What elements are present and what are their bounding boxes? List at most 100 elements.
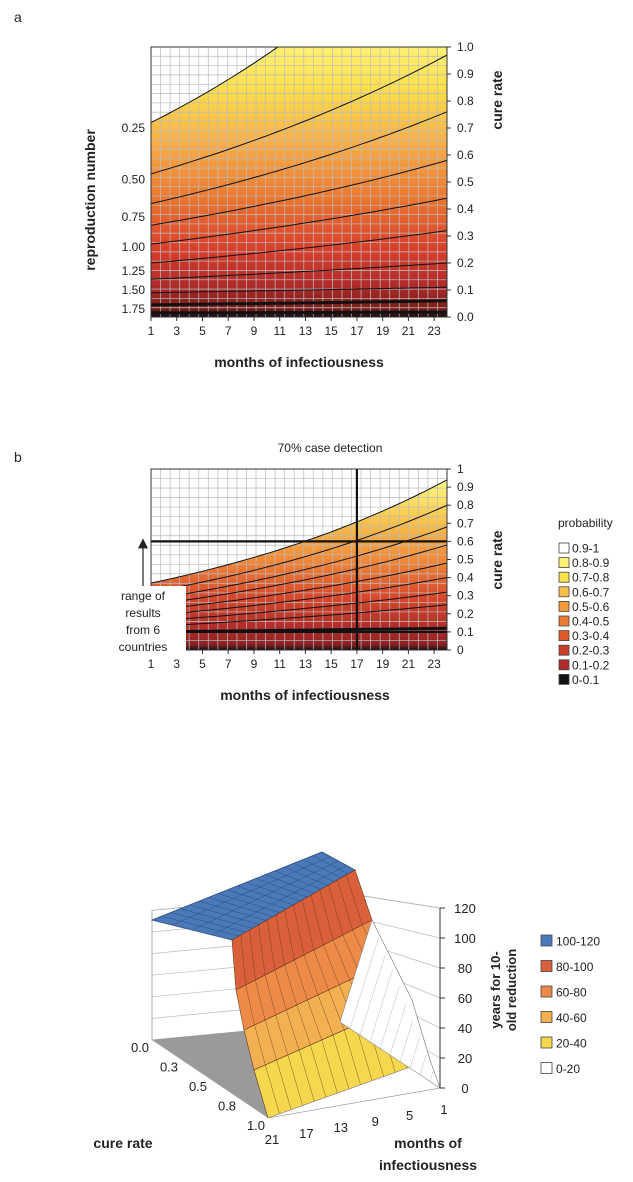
surface-grid-line	[379, 987, 400, 1049]
contour-line-0-3	[151, 591, 447, 622]
surface-grid-line	[245, 984, 255, 1026]
panel-a-right-ylabel: cure rate	[489, 70, 505, 129]
surface-grid-line	[337, 879, 353, 931]
right-tick-label: 0.1	[457, 283, 474, 297]
surface-grid-line	[313, 949, 329, 991]
surface-grid-line	[389, 1003, 407, 1056]
contour-line-0-6	[151, 159, 447, 226]
surface-grid-line	[191, 860, 339, 931]
surface-grid-line	[298, 1049, 315, 1102]
surface-grid-line	[275, 914, 285, 966]
x-tick-label: 9	[251, 657, 258, 671]
x-tick-label: 5	[199, 324, 206, 338]
x-tick-label: 23	[427, 324, 441, 338]
legend-label: 0.4-0.5	[572, 615, 610, 629]
legend-label: 40-60	[556, 1011, 587, 1025]
x-tick-label: 19	[376, 657, 390, 671]
range-annotation-line: from 6	[126, 623, 160, 637]
right-tick-label: 0.0	[457, 310, 474, 324]
surface-grid-line	[307, 999, 322, 1041]
x-tick-label: 7	[225, 324, 232, 338]
panel-c-z-ticks: 0 20 40 60 80 100 120	[439, 901, 476, 1096]
surface-grid-line	[264, 974, 276, 1016]
right-tick-label: 0.5	[457, 553, 474, 567]
surface-grid-line	[323, 944, 340, 986]
surface-grid-line	[286, 1009, 300, 1051]
cure-rate-tick-label: 0.0	[131, 1040, 149, 1055]
legend-label: 100-120	[556, 935, 600, 949]
surface-grid-line	[274, 969, 287, 1011]
range-annotation-line: countries	[119, 640, 168, 654]
surface-grid-line	[284, 964, 298, 1006]
right-tick-label: 0.2	[457, 256, 474, 270]
z-tick-label: 0	[461, 1081, 468, 1096]
legend-label: 0.2-0.3	[572, 644, 610, 658]
months-tick-label: 13	[334, 1120, 348, 1135]
panel-b-title: 70% case detection	[278, 441, 383, 455]
panel-b-xlabel: months of infectiousness	[220, 687, 390, 703]
range-arrow-head-top	[138, 538, 148, 549]
legend-label: 0.6-0.7	[572, 585, 610, 599]
legend-swatch	[558, 674, 570, 685]
z-tick-label: 40	[458, 1021, 472, 1036]
surface-grid-line	[332, 939, 350, 981]
x-tick-label: 9	[251, 324, 258, 338]
contour-line-0-9	[151, 479, 447, 584]
legend-swatch	[558, 601, 570, 612]
surface-grid-line	[310, 1044, 327, 1098]
surface-grid-line	[344, 1029, 361, 1085]
range-annotation-bg	[100, 586, 186, 656]
probability-legend: probability 0.9-10.8-0.90.7-0.80.6-0.70.…	[558, 516, 613, 687]
surface-grid-line	[349, 936, 379, 1029]
x-tick-label: 3	[173, 657, 180, 671]
cure-rate-tick-label: 0.8	[218, 1099, 236, 1114]
right-tick-label: 0.4	[457, 202, 474, 216]
z-tick-label: 80	[458, 961, 472, 976]
panel-a-x-ticks: 1 3 5 7 9 11 13 15 17 19 21 23	[148, 317, 441, 338]
surface-grid-line	[359, 953, 386, 1036]
x-tick-label: 1	[148, 657, 155, 671]
surface-grid-line	[321, 1039, 338, 1094]
contour-line-0-2	[151, 604, 447, 627]
panel-c-x-ticks: 0.0 0.3 0.5 0.8 1.0	[131, 1040, 265, 1133]
legend-label: 20-40	[556, 1037, 587, 1051]
surface-grid-line	[258, 924, 266, 976]
legend-swatch	[558, 630, 570, 641]
contour-line-0-1	[151, 299, 447, 307]
contour-line-0-9	[151, 47, 279, 124]
panel-b-right-ticks: 1 0.9 0.8 0.7 0.6 0.5 0.4 0.3 0.2 0.1 0	[447, 462, 474, 657]
surface-grid-line	[319, 889, 334, 941]
z-tick-label: 100	[454, 931, 476, 946]
x-tick-label: 17	[350, 324, 364, 338]
panel-a-contours	[151, 47, 447, 315]
panel-b-contours	[151, 479, 447, 634]
years-legend: 100-120 80-100 60-80 40-60 20-40 0-20	[540, 935, 600, 1076]
panel-c: 0 20 40 60 80 100 120 0.0 0.3 0.5 0.8 1.0 1 5 9 13 17 2…	[93, 851, 519, 1173]
legend-swatch	[540, 1036, 553, 1049]
surface-low-mesh	[339, 919, 441, 1089]
panel-label-a: a	[14, 9, 22, 25]
surface-grid-line	[211, 865, 347, 936]
surface-grid-line	[249, 929, 256, 981]
surface-grid-line	[254, 1024, 266, 1066]
panel-b-reference-lines	[151, 469, 447, 650]
contour-line-0-5	[151, 197, 447, 245]
surface-grid-line	[266, 919, 276, 971]
x-tick-label: 21	[402, 324, 416, 338]
right-tick-label: 0.7	[457, 121, 474, 135]
right-tick-label: 0.1	[457, 625, 474, 639]
panel-b-x-ticks: 1 3 5 7 9 11 13 15 17 19 21 23	[148, 650, 441, 671]
months-tick-label: 21	[265, 1132, 279, 1147]
right-tick-label: 0.3	[457, 589, 474, 603]
x-tick-label: 3	[173, 324, 180, 338]
x-tick-label: 13	[299, 657, 313, 671]
right-tick-label: 0.6	[457, 148, 474, 162]
legend-swatch	[558, 659, 570, 671]
right-tick-label: 0.3	[457, 229, 474, 243]
right-tick-label: 0.6	[457, 534, 474, 548]
range-annotation-line: range of	[121, 589, 166, 603]
legend-swatch	[558, 571, 570, 583]
cure-rate-tick-label: 0.3	[160, 1060, 178, 1075]
range-annotation: range of results from 6 countries	[119, 589, 168, 654]
